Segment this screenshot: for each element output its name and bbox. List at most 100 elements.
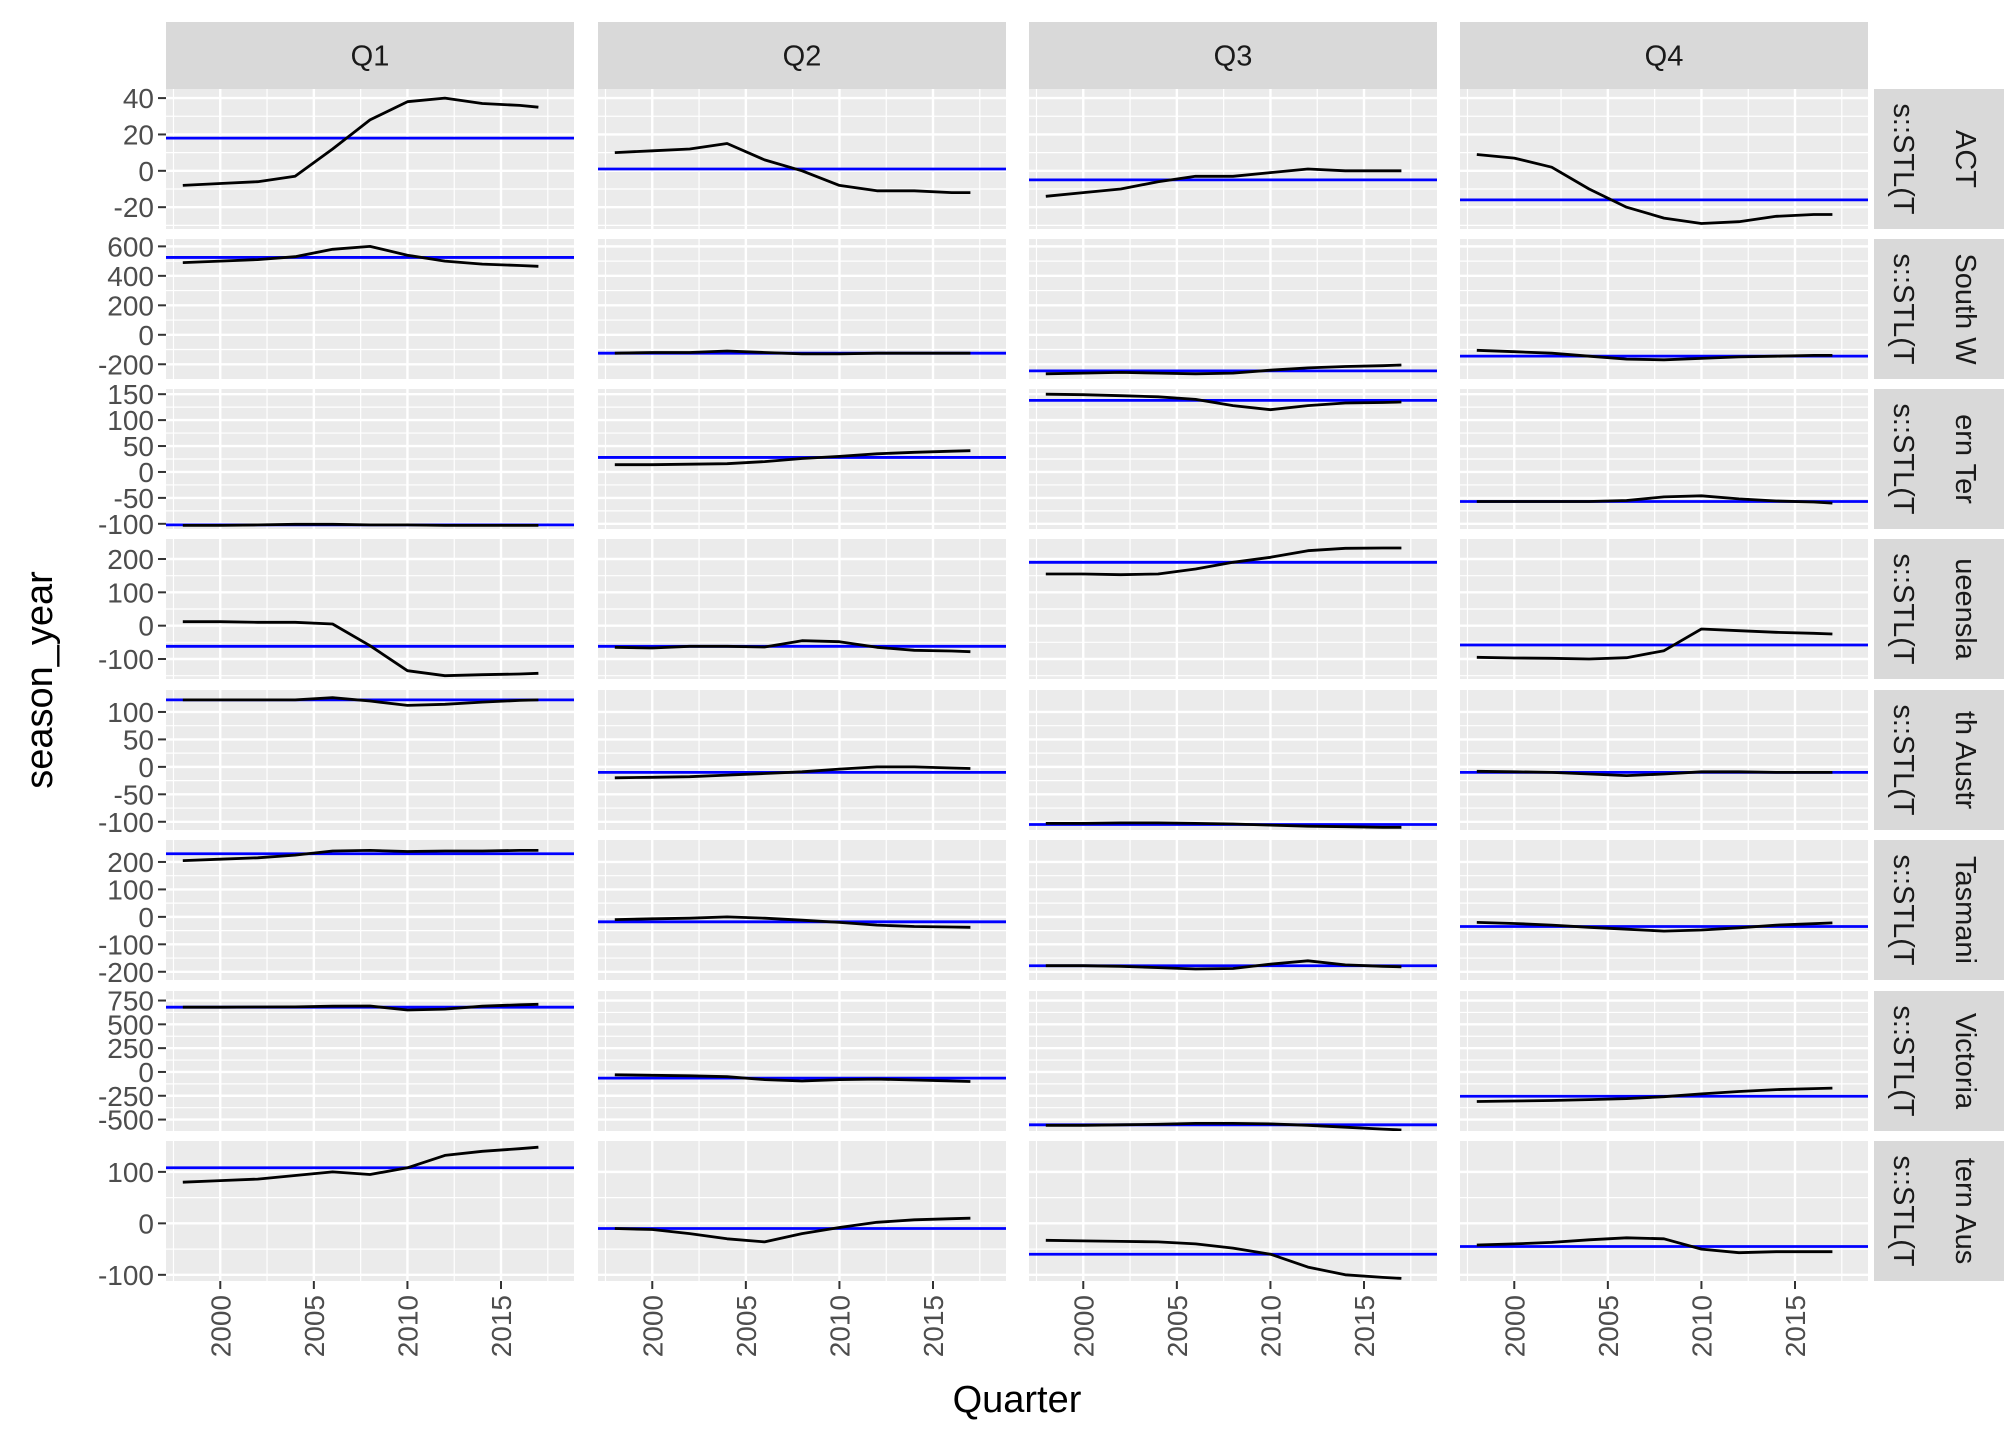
- panel-background: [1029, 840, 1437, 980]
- panel-q2-row-1: [598, 89, 1006, 229]
- row-strip-state-label: ern Ter: [1949, 414, 1981, 504]
- panel-background: [166, 89, 574, 229]
- panels: [166, 89, 1868, 1281]
- gridlines: [1460, 239, 1868, 379]
- panel-background: [1460, 690, 1868, 830]
- panel-q1-row-2: [166, 239, 574, 379]
- x-tick-label: 2015: [918, 1295, 949, 1357]
- row-strip-model-label: s::STL(T: [1887, 553, 1919, 664]
- series-line: [614, 915, 971, 929]
- series-line: [1045, 392, 1402, 412]
- series-line: [1045, 1122, 1402, 1131]
- x-tick-label: 2000: [637, 1295, 668, 1357]
- series-line: [614, 142, 971, 195]
- panel-q3-row-2: [1029, 239, 1437, 379]
- y-tick-label: -100: [98, 807, 154, 838]
- gridlines: [598, 991, 1006, 1131]
- y-tick-label: 100: [107, 874, 154, 905]
- series-line: [1476, 627, 1833, 661]
- y-tick-label: 50: [123, 724, 154, 755]
- series-line: [182, 620, 539, 678]
- panel-q1-row-7: [166, 991, 574, 1131]
- y-tick-label: -100: [98, 509, 154, 540]
- row-strip-model-label: s::STL(T: [1887, 1155, 1919, 1266]
- series-line: [182, 849, 539, 862]
- row-strip-model-label: s::STL(T: [1887, 403, 1919, 514]
- row-strip-state-label: South W: [1949, 253, 1981, 365]
- series-line: [614, 765, 971, 780]
- y-tick-label: 50: [123, 431, 154, 462]
- panel-q4-row-5: [1460, 690, 1868, 830]
- y-tick-label: 200: [107, 847, 154, 878]
- panel-q2-row-4: [598, 539, 1006, 679]
- y-tick-label: -100: [98, 1260, 154, 1291]
- column-strips: Q1 Q2 Q3 Q4: [166, 22, 1868, 89]
- row-strip-model-label: s::STL(T: [1887, 1005, 1919, 1116]
- y-tick-label: 40: [123, 83, 154, 114]
- row-strip: [1874, 389, 2004, 529]
- column-strip-label: Q1: [351, 41, 390, 73]
- y-tick-label: 750: [107, 986, 154, 1017]
- panel-q4-row-3: [1460, 389, 1868, 529]
- series-line: [1476, 1236, 1833, 1255]
- gridlines: [1460, 389, 1868, 529]
- panel-background: [1029, 1141, 1437, 1281]
- row-strip: [1874, 1141, 2004, 1281]
- gridlines: [598, 539, 1006, 679]
- x-axes: 2000 2005 2010 2015 2000 2005 2010 2015 2000 2005…: [205, 1281, 1811, 1357]
- row-strip-state-label: tern Aus: [1949, 1158, 1981, 1264]
- x-tick-label: 2000: [1068, 1295, 1099, 1357]
- y-tick-label: -50: [114, 483, 154, 514]
- x-tick-label: 2005: [1593, 1295, 1624, 1357]
- gridlines: [598, 89, 1006, 229]
- series-line: [1045, 363, 1402, 376]
- x-tick-label: 2010: [392, 1295, 423, 1357]
- x-axis-title: Quarter: [953, 1379, 1082, 1421]
- gridlines: [1460, 539, 1868, 679]
- panel-q3-row-4: [1029, 539, 1437, 679]
- series-line: [182, 696, 539, 707]
- column-strip-label: Q4: [1645, 41, 1684, 73]
- series-line: [182, 522, 539, 527]
- panel-q1-row-8: [166, 1141, 574, 1281]
- x-tick-label: 2005: [299, 1295, 330, 1357]
- series-line: [614, 449, 971, 467]
- series-line: [182, 96, 539, 187]
- series-line: [182, 244, 539, 268]
- y-tick-label: -200: [98, 349, 154, 380]
- panel-q3-row-7: [1029, 991, 1437, 1131]
- row-strip: [1874, 539, 2004, 679]
- y-tick-label: -200: [98, 957, 154, 988]
- y-tick-label: -100: [98, 929, 154, 960]
- panel-q3-row-3: [1029, 389, 1437, 529]
- row-strip: [1874, 991, 2004, 1131]
- panel-background: [1460, 1141, 1868, 1281]
- y-tick-label: 150: [107, 379, 154, 410]
- gridlines: [1029, 539, 1437, 679]
- y-tick-label: 0: [138, 1057, 154, 1088]
- series-line: [1045, 546, 1402, 577]
- series-line: [1045, 959, 1402, 971]
- gridlines: [166, 1141, 574, 1281]
- panel-q3-row-1: [1029, 89, 1437, 229]
- series-line: [614, 639, 971, 654]
- panel-background: [166, 690, 574, 830]
- y-tick-label: 0: [138, 902, 154, 933]
- panel-q4-row-8: [1460, 1141, 1868, 1281]
- row-strip: [1874, 239, 2004, 379]
- y-tick-label: 400: [107, 261, 154, 292]
- column-strip-label: Q2: [783, 41, 822, 73]
- panel-q3-row-5: [1029, 690, 1437, 830]
- series-line: [1476, 348, 1833, 362]
- panel-q2-row-8: [598, 1141, 1006, 1281]
- y-tick-label: 100: [107, 405, 154, 436]
- panel-q2-row-7: [598, 991, 1006, 1131]
- y-tick-label: 0: [138, 156, 154, 187]
- y-tick-label: 0: [138, 320, 154, 351]
- panel-background: [598, 239, 1006, 379]
- panel-q4-row-2: [1460, 239, 1868, 379]
- series-line: [1045, 821, 1402, 829]
- panel-background: [598, 89, 1006, 229]
